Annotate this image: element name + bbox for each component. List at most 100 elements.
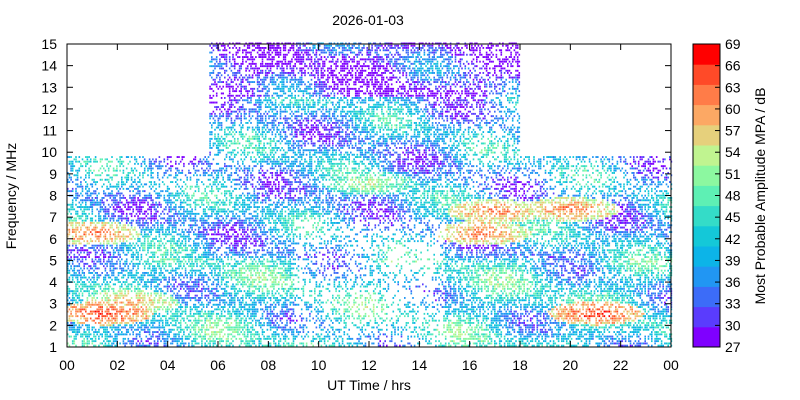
heatmap-cell — [186, 199, 188, 202]
heatmap-cell — [130, 253, 133, 256]
heatmap-cell — [232, 283, 234, 286]
heatmap-cell — [165, 172, 167, 174]
heatmap-cell — [85, 283, 87, 286]
heatmap-cell — [171, 337, 174, 340]
heatmap-cell — [119, 247, 121, 249]
heatmap-cell — [127, 303, 130, 306]
heatmap-cell — [143, 201, 146, 204]
heatmap-cell — [219, 315, 221, 318]
heatmap-cell — [94, 310, 97, 313]
heatmap-cell — [173, 269, 175, 272]
heatmap-cell — [137, 256, 139, 258]
heatmap-cell — [173, 324, 175, 327]
heatmap-cell — [129, 172, 131, 174]
heatmap-cell — [197, 299, 200, 302]
heatmap-cell — [75, 231, 77, 233]
heatmap-cell — [209, 44, 211, 47]
heatmap-cell — [142, 224, 144, 227]
heatmap-cell — [122, 267, 125, 270]
heatmap-cell — [135, 169, 138, 172]
heatmap-cell — [107, 260, 110, 263]
heatmap-cell — [179, 242, 182, 245]
heatmap-cell — [173, 219, 175, 222]
heatmap-cell — [155, 285, 157, 288]
heatmap-cell — [112, 290, 115, 293]
heatmap-cell — [96, 297, 98, 299]
heatmap-cell — [124, 315, 126, 318]
heatmap-cell — [235, 90, 238, 93]
heatmap-cell — [196, 181, 198, 183]
heatmap-cell — [145, 197, 148, 199]
heatmap-cell — [214, 342, 216, 345]
heatmap-cell — [171, 192, 174, 195]
heatmap-cell — [85, 249, 87, 252]
heatmap-cell — [130, 156, 133, 158]
heatmap-cell — [130, 201, 133, 204]
heatmap-cell — [139, 217, 141, 220]
heatmap-cell — [175, 335, 177, 338]
heatmap-cell — [215, 253, 218, 256]
heatmap-cell — [175, 310, 177, 313]
heatmap-cell — [91, 326, 94, 329]
heatmap-cell — [86, 206, 89, 208]
heatmap-cell — [67, 233, 69, 236]
heatmap-cell — [103, 226, 105, 229]
heatmap-cell — [179, 199, 182, 202]
heatmap-cell — [142, 322, 144, 324]
heatmap-cell — [201, 328, 203, 331]
heatmap-cell — [219, 117, 221, 120]
heatmap-cell — [211, 315, 213, 318]
heatmap-cell — [188, 162, 190, 165]
heatmap-cell — [217, 74, 220, 77]
heatmap-cell — [186, 203, 188, 206]
heatmap-cell — [235, 294, 238, 297]
heatmap-cell — [119, 235, 121, 238]
heatmap-cell — [161, 301, 164, 304]
heatmap-cell — [106, 260, 108, 263]
heatmap-cell — [163, 212, 166, 215]
heatmap-cell — [197, 312, 200, 315]
heatmap-cell — [109, 165, 112, 168]
heatmap-cell — [83, 210, 85, 213]
heatmap-cell — [186, 283, 188, 286]
heatmap-cell — [83, 233, 85, 236]
heatmap-cell — [193, 324, 195, 327]
heatmap-cell — [214, 122, 216, 124]
heatmap-cell — [173, 224, 175, 227]
heatmap-cell — [150, 160, 152, 163]
heatmap-cell — [222, 149, 224, 152]
heatmap-cell — [142, 160, 144, 163]
heatmap-cell — [173, 197, 175, 199]
heatmap-cell — [93, 297, 95, 299]
heatmap-cell — [184, 297, 187, 299]
heatmap-cell — [70, 169, 72, 172]
heatmap-cell — [134, 303, 136, 306]
heatmap-cell — [166, 285, 169, 288]
heatmap-cell — [104, 290, 107, 293]
heatmap-cell — [201, 297, 203, 299]
heatmap-cell — [204, 215, 206, 218]
heatmap-cell — [85, 276, 87, 279]
heatmap-cell — [215, 237, 218, 240]
heatmap-cell — [116, 203, 118, 206]
heatmap-cell — [230, 292, 233, 295]
heatmap-cell — [80, 242, 82, 245]
heatmap-cell — [109, 262, 112, 265]
heatmap-cell — [109, 185, 112, 188]
heatmap-cell — [80, 276, 82, 279]
heatmap-cell — [206, 233, 208, 236]
heatmap-cell — [220, 122, 223, 124]
heatmap-cell — [93, 294, 95, 297]
heatmap-cell — [78, 169, 81, 172]
heatmap-cell — [235, 74, 238, 77]
heatmap-cell — [183, 206, 185, 208]
heatmap-cell — [119, 244, 121, 247]
heatmap-cell — [119, 333, 121, 336]
heatmap-cell — [155, 344, 157, 347]
heatmap-cell — [158, 215, 161, 218]
heatmap-cell — [204, 312, 206, 315]
heatmap-cell — [83, 274, 85, 277]
heatmap-cell — [211, 215, 213, 218]
heatmap-cell — [76, 256, 79, 258]
heatmap-cell — [119, 217, 121, 220]
